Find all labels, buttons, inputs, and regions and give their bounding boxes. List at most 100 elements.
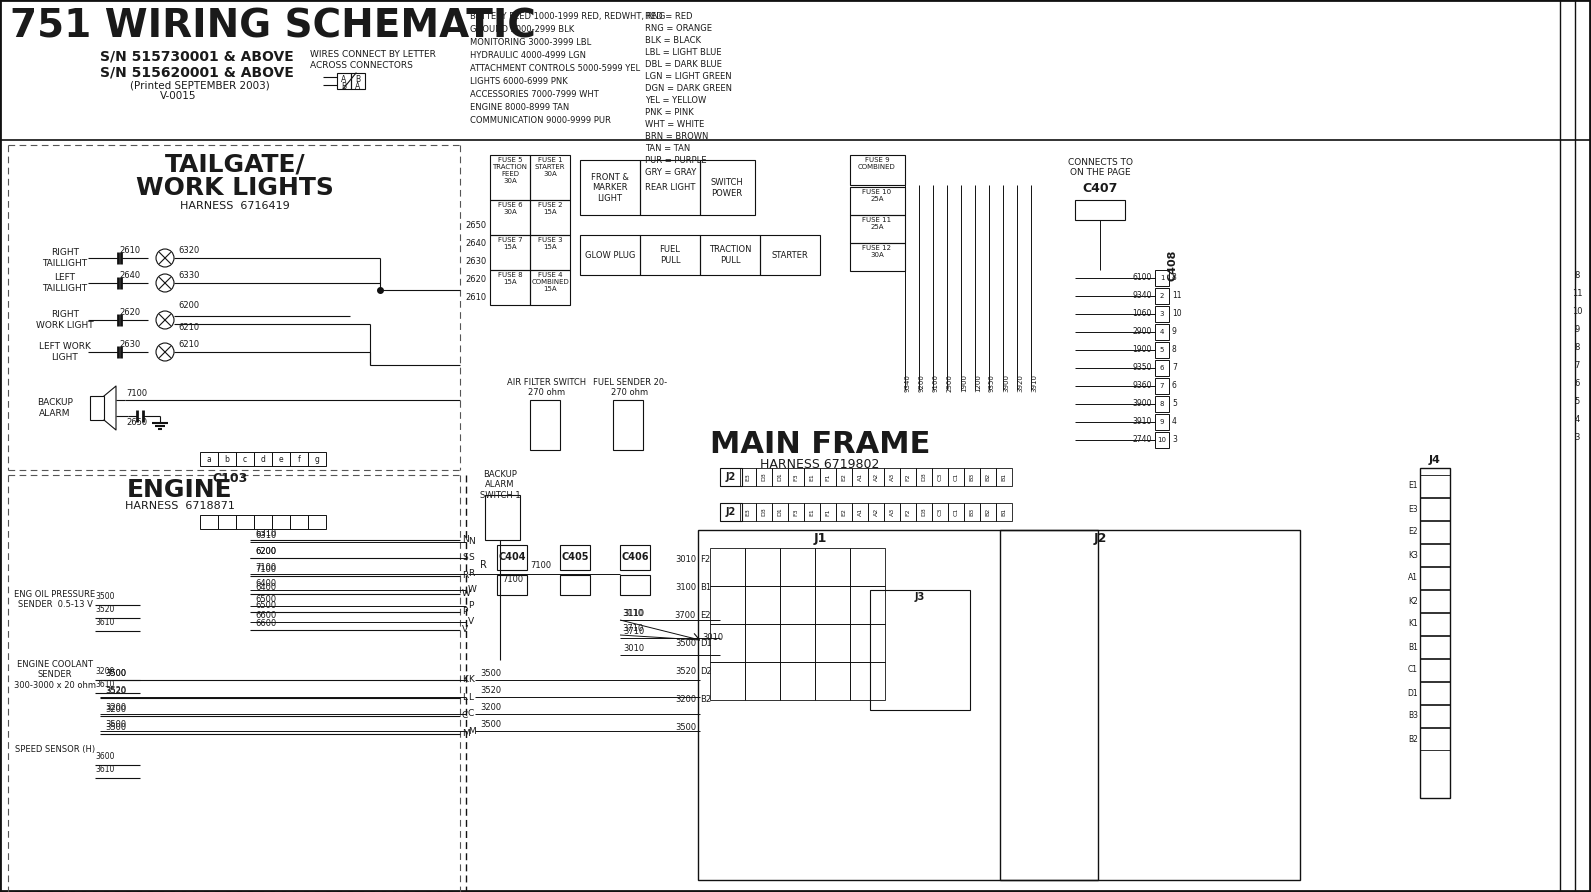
- Text: 2620: 2620: [465, 275, 487, 284]
- Text: WHT = WHITE: WHT = WHITE: [644, 120, 705, 129]
- Text: 2: 2: [1160, 293, 1165, 299]
- Text: TRACTION
PULL: TRACTION PULL: [708, 245, 751, 265]
- Bar: [581, 160, 640, 215]
- Bar: [1421, 682, 1449, 704]
- Bar: [1421, 590, 1449, 612]
- Bar: [490, 200, 530, 235]
- Text: C: C: [468, 709, 474, 718]
- Text: 3500: 3500: [95, 592, 115, 601]
- Bar: [255, 515, 272, 529]
- Bar: [932, 468, 948, 486]
- Text: LGN = LIGHT GREEN: LGN = LIGHT GREEN: [644, 72, 732, 81]
- Text: R: R: [461, 572, 468, 581]
- Text: W: W: [461, 590, 471, 599]
- Text: TAN = TAN: TAN = TAN: [644, 144, 690, 153]
- Text: B: B: [355, 75, 361, 84]
- Text: M: M: [468, 726, 476, 736]
- Bar: [700, 235, 760, 275]
- Text: 3: 3: [1173, 435, 1177, 444]
- Text: 3500: 3500: [480, 720, 501, 729]
- Bar: [1421, 475, 1449, 497]
- Text: 8: 8: [1160, 401, 1165, 407]
- Bar: [485, 495, 520, 540]
- Bar: [980, 503, 996, 521]
- Bar: [803, 503, 819, 521]
- Text: C103: C103: [212, 472, 248, 485]
- Text: C407: C407: [1082, 182, 1118, 195]
- Text: WORK LIGHTS: WORK LIGHTS: [137, 176, 334, 200]
- Text: 6: 6: [1173, 382, 1177, 391]
- Bar: [1076, 200, 1125, 220]
- Text: 5: 5: [1575, 397, 1580, 406]
- Bar: [640, 160, 700, 215]
- Bar: [490, 155, 530, 200]
- Text: E2: E2: [842, 508, 846, 516]
- Text: 3500: 3500: [105, 669, 126, 678]
- Bar: [337, 73, 352, 89]
- Text: DBL = DARK BLUE: DBL = DARK BLUE: [644, 60, 722, 69]
- Text: 6600: 6600: [255, 619, 277, 628]
- Text: 3900: 3900: [1002, 374, 1009, 392]
- Bar: [850, 586, 885, 624]
- Text: 6500: 6500: [255, 601, 277, 610]
- Bar: [760, 235, 819, 275]
- Bar: [496, 545, 527, 570]
- Text: 2630: 2630: [119, 340, 140, 349]
- Bar: [901, 503, 916, 521]
- Text: FRONT &
MARKER
LIGHT: FRONT & MARKER LIGHT: [592, 173, 628, 202]
- Text: LBL = LIGHT BLUE: LBL = LIGHT BLUE: [644, 48, 721, 57]
- Bar: [620, 545, 651, 570]
- Text: ENGINE 8000-8999 TAN: ENGINE 8000-8999 TAN: [469, 103, 570, 112]
- Text: HARNESS  6718871: HARNESS 6718871: [126, 501, 235, 511]
- Text: 1060: 1060: [1133, 310, 1152, 318]
- Text: 3600: 3600: [95, 752, 115, 761]
- Text: 2650: 2650: [126, 418, 146, 427]
- Text: 6400: 6400: [255, 579, 277, 588]
- Text: COMMUNICATION 9000-9999 PUR: COMMUNICATION 9000-9999 PUR: [469, 116, 611, 125]
- Text: E3: E3: [1408, 505, 1418, 514]
- Bar: [756, 468, 772, 486]
- Bar: [815, 624, 850, 662]
- Text: J2: J2: [1093, 532, 1107, 545]
- Text: 1200: 1200: [975, 374, 982, 392]
- Bar: [1421, 613, 1449, 635]
- Text: E3: E3: [746, 473, 751, 481]
- Text: FUSE 1
STARTER
30A: FUSE 1 STARTER 30A: [535, 157, 565, 177]
- Text: F3: F3: [794, 473, 799, 481]
- Text: 3920: 3920: [1017, 374, 1023, 392]
- Text: GROUND 2000-2999 BLK: GROUND 2000-2999 BLK: [469, 25, 574, 34]
- Text: J3: J3: [915, 592, 924, 602]
- Text: FUSE 3
15A: FUSE 3 15A: [538, 237, 562, 250]
- Bar: [235, 515, 255, 529]
- Text: D1: D1: [700, 640, 711, 648]
- Text: 1900: 1900: [1133, 345, 1152, 354]
- Text: P: P: [468, 601, 474, 610]
- Text: 9100: 9100: [932, 374, 939, 392]
- Text: 3910: 3910: [1133, 417, 1152, 426]
- Text: TAILGATE/: TAILGATE/: [165, 153, 305, 177]
- Text: E1: E1: [810, 473, 815, 481]
- Bar: [235, 452, 255, 466]
- Bar: [490, 270, 530, 305]
- Text: BACKUP
ALARM: BACKUP ALARM: [37, 399, 73, 417]
- Text: 3610: 3610: [95, 618, 115, 627]
- Text: C1: C1: [953, 508, 958, 516]
- Text: 3500: 3500: [105, 669, 126, 678]
- Text: 4: 4: [1160, 329, 1165, 335]
- Text: B3: B3: [1408, 712, 1418, 721]
- Text: e: e: [278, 455, 283, 464]
- Text: 751 WIRING SCHEMATIC: 751 WIRING SCHEMATIC: [10, 8, 536, 46]
- Bar: [815, 586, 850, 624]
- Text: L: L: [468, 692, 473, 701]
- Text: 3500: 3500: [480, 669, 501, 678]
- Text: g: g: [315, 455, 320, 464]
- Text: A: A: [355, 82, 361, 91]
- Bar: [490, 235, 530, 270]
- Text: 3110: 3110: [622, 609, 643, 618]
- Text: RIGHT
WORK LIGHT: RIGHT WORK LIGHT: [37, 310, 94, 330]
- Text: FUSE 11
25A: FUSE 11 25A: [862, 217, 891, 230]
- Text: 9340: 9340: [905, 374, 912, 392]
- Text: K: K: [468, 675, 474, 684]
- Text: 1: 1: [1160, 275, 1165, 281]
- Bar: [745, 548, 780, 586]
